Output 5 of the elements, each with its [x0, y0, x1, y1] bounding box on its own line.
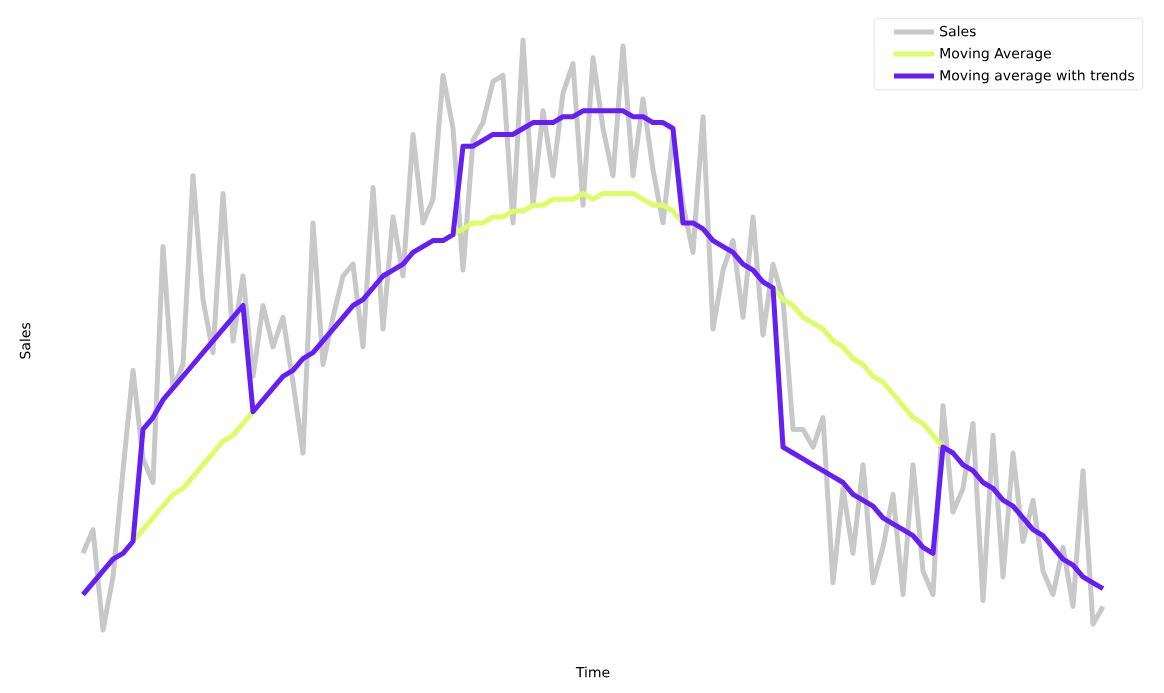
- legend-label: Moving average with trends: [940, 69, 1135, 84]
- legend-label: Sales: [940, 25, 976, 37]
- y-axis-title: Sales: [19, 322, 31, 359]
- x-axis-title: Time: [575, 666, 610, 678]
- legend-label: Moving Average: [940, 47, 1051, 62]
